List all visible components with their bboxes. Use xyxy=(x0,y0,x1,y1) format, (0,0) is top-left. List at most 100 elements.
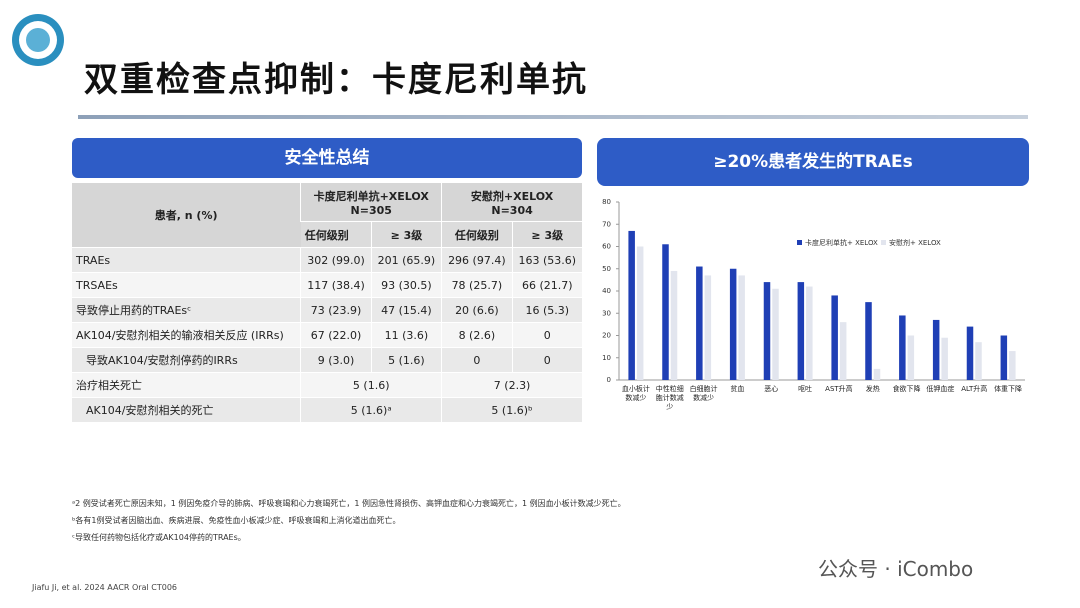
slide-title: 双重检查点抑制：卡度尼利单抗 xyxy=(84,60,588,100)
subheader-row: 任何级别 ≥ 3级 任何级别 ≥ 3级 xyxy=(72,221,582,248)
x-tick-label: 发热 xyxy=(865,385,880,393)
cell: 302 (99.0) xyxy=(300,247,372,273)
cell: 5 (1.6)ᵃ xyxy=(300,397,442,423)
cell: 0 xyxy=(511,347,582,373)
bar xyxy=(704,275,712,380)
table-row: AK104/安慰剂相关的死亡 5 (1.6)ᵃ 5 (1.6)ᵇ xyxy=(72,397,582,423)
cell: 66 (21.7) xyxy=(511,272,582,298)
bar xyxy=(907,335,915,380)
header-cell: 患者, n (%) xyxy=(72,183,301,248)
cell: 47 (15.4) xyxy=(370,297,442,323)
bar xyxy=(628,230,635,380)
x-tick-label: 血小板计数减少 xyxy=(621,385,650,402)
cell: 9 (3.0) xyxy=(300,347,372,373)
row-label: 导致AK104/安慰剂停药的IRRs xyxy=(72,347,301,373)
table-title: 安全性总结 xyxy=(72,138,582,178)
y-tick-label: 60 xyxy=(602,243,611,251)
cell: 201 (65.9) xyxy=(370,247,442,273)
footnote: ᵃ2 例受试者死亡原因未知，1 例因免疫介导的肺病、呼吸衰竭和心力衰竭死亡，1 … xyxy=(72,499,626,508)
x-tick-label: 中性粒细胞计数减少 xyxy=(655,385,684,411)
y-tick-label: 50 xyxy=(602,265,611,273)
y-tick-label: 40 xyxy=(602,287,611,295)
cell: 11 (3.6) xyxy=(370,322,442,348)
bar xyxy=(873,368,881,380)
table-row: 导致AK104/安慰剂停药的IRRs 9 (3.0) 5 (1.6) 0 0 xyxy=(72,347,582,373)
bar xyxy=(738,275,745,380)
cell: 0 xyxy=(441,347,513,373)
legend-label: 卡度尼利单抗+ XELOX xyxy=(805,238,878,247)
x-tick-label: 白细胞计数减少 xyxy=(689,385,718,402)
y-tick-label: 0 xyxy=(607,376,611,384)
bar xyxy=(865,302,872,380)
cell: 296 (97.4) xyxy=(441,247,513,273)
bar xyxy=(1009,351,1016,380)
bar xyxy=(670,270,678,380)
cell: 5 (1.6)ᵇ xyxy=(441,397,582,423)
arm-name: 卡度尼利单抗+XELOX xyxy=(313,189,429,203)
row-label: TRSAEs xyxy=(72,272,301,298)
bar xyxy=(899,315,906,380)
chart-svg: 0 10 20 30 40 50 60 70 80 卡度尼利单抗+ XELOX 安慰剂+ XELOX xyxy=(602,198,1025,384)
bar xyxy=(797,282,805,380)
x-tick-label: 恶心 xyxy=(764,385,779,393)
y-tick-label: 10 xyxy=(602,354,611,362)
chart-title: ≥20%患者发生的TRAEs xyxy=(597,138,1029,186)
table-row: TRAEs 302 (99.0) 201 (65.9) 296 (97.4) 163 (… xyxy=(72,247,582,273)
x-tick-label: 低钾血症 xyxy=(926,385,955,393)
cell: 8 (2.6) xyxy=(441,322,513,348)
title-rule xyxy=(78,115,1028,119)
bar xyxy=(763,282,771,380)
chart: 0 10 20 30 40 50 60 70 80 卡度尼利单抗+ XELOX 安慰剂+ XELOX… xyxy=(597,190,1030,420)
cell: 93 (30.5) xyxy=(370,272,442,298)
bar xyxy=(1000,335,1008,380)
x-tick-label: 体重下降 xyxy=(994,385,1023,393)
safety-table: 患者, n (%) 卡度尼利单抗+XELOX N=305 安慰剂+XELOX N=304… xyxy=(72,183,582,423)
row-label: AK104/安慰剂相关的输液相关反应 (IRRs) xyxy=(72,322,301,348)
cell: 5 (1.6) xyxy=(300,372,442,398)
subheader-cell: 任何级别 xyxy=(300,221,372,248)
bar xyxy=(831,295,838,380)
y-tick-label: 30 xyxy=(602,309,611,317)
x-tick-label: ALT升高 xyxy=(961,385,988,393)
legend-swatch xyxy=(797,240,802,245)
cell: 16 (5.3) xyxy=(511,297,582,323)
cell: 78 (25.7) xyxy=(441,272,513,298)
x-tick-label: 贫血 xyxy=(730,385,745,393)
table-row: 导致停止用药的TRAEsᶜ 73 (23.9) 47 (15.4) 20 (6.6) 1… xyxy=(72,297,582,323)
table-row: 治疗相关死亡 5 (1.6) 7 (2.3) xyxy=(72,372,582,398)
subheader-cell: ≥ 3级 xyxy=(370,221,442,248)
subheader-cell: 任何级别 xyxy=(441,221,513,248)
bar xyxy=(839,322,847,380)
y-tick-label: 70 xyxy=(602,220,611,228)
bar xyxy=(636,246,644,380)
cell: 5 (1.6) xyxy=(370,347,442,373)
table-row: TRSAEs 117 (38.4) 93 (30.5) 78 (25.7) 66 (21… xyxy=(72,272,582,298)
bar xyxy=(966,326,974,380)
row-label: AK104/安慰剂相关的死亡 xyxy=(72,397,301,423)
arm-name: 安慰剂+XELOX xyxy=(470,189,554,203)
bar xyxy=(941,337,948,380)
watermark: 公众号 · iCombo xyxy=(818,557,974,581)
legend-swatch xyxy=(881,240,886,245)
row-label: 治疗相关死亡 xyxy=(72,372,301,398)
cell: 163 (53.6) xyxy=(511,247,582,273)
arm-n: N=305 xyxy=(350,203,392,217)
footnote: ᵇ各有1例受试者因脑出血、疾病进展、免疫性血小板减少症、呼吸衰竭和上消化道出血死… xyxy=(72,516,401,525)
bar xyxy=(729,268,737,380)
cell: 73 (23.9) xyxy=(300,297,372,323)
x-tick-label: AST升高 xyxy=(825,385,853,393)
source: Jiafu Ji, et al. 2024 AACR Oral CT006 xyxy=(32,583,178,592)
legend-label: 安慰剂+ XELOX xyxy=(889,238,941,247)
arm-n: N=304 xyxy=(491,203,533,217)
y-tick-label: 20 xyxy=(602,332,611,340)
bar xyxy=(662,244,669,380)
cell: 117 (38.4) xyxy=(300,272,372,298)
bar xyxy=(696,266,703,380)
bar xyxy=(975,342,982,380)
row-label: 导致停止用药的TRAEsᶜ xyxy=(72,297,301,323)
cell: 20 (6.6) xyxy=(441,297,513,323)
x-tick-label: 食欲下降 xyxy=(892,385,921,393)
logo xyxy=(12,14,64,66)
bar xyxy=(772,288,779,380)
